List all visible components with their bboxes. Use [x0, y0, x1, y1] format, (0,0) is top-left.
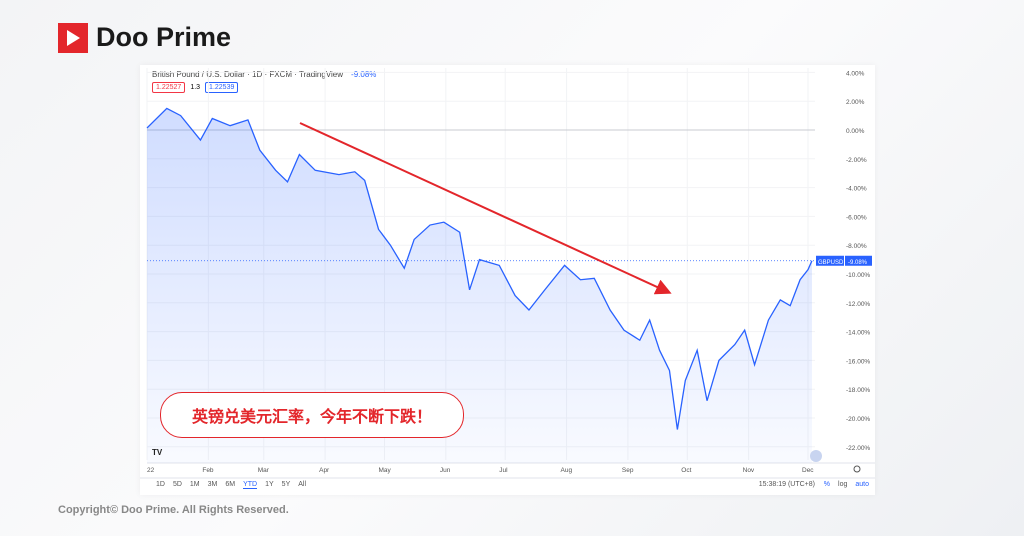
range-ytd[interactable]: YTD [243, 481, 258, 489]
x-tick-label: Aug [561, 467, 573, 474]
x-tick-label: Sep [622, 467, 634, 474]
brand-name: Doo Prime [96, 22, 232, 52]
x-tick-label: May [378, 467, 391, 474]
x-tick-label: Nov [743, 467, 755, 474]
price-row: 1.22527 1.3 1.22539 [152, 82, 239, 93]
settings-icon [853, 465, 861, 473]
us-flag-icon [810, 450, 822, 462]
y-tick-label: 2.00% [846, 99, 865, 106]
range-1m[interactable]: 1M [189, 481, 200, 488]
y-tick-label: -12.00% [846, 301, 870, 308]
bid-price[interactable]: 1.22527 [152, 82, 186, 93]
y-tick-label: -14.00% [846, 330, 870, 337]
copyright: Copyright© Doo Prime. All Rights Reserve… [58, 504, 289, 516]
symbol-label: GBPUSD [818, 260, 844, 266]
range-all[interactable]: All [298, 481, 307, 488]
clock: 15:38:19 (UTC+8) [758, 481, 815, 488]
x-tick-label: Mar [258, 467, 270, 474]
area-fill [147, 108, 812, 464]
range-buttons: 1D 5D 1M 3M 6M YTD 1Y 5Y All [156, 481, 306, 489]
chart-footer: 1D 5D 1M 3M 6M YTD 1Y 5Y All 15:38:19 (UTC+8) % l… [140, 477, 875, 495]
y-tick-label: -10.00% [846, 272, 870, 279]
scale-log[interactable]: log [838, 481, 848, 488]
range-1y[interactable]: 1Y [265, 481, 274, 488]
scale-percent[interactable]: % [823, 481, 831, 488]
range-1d[interactable]: 1D [156, 481, 165, 488]
tradingview-icon: TV [152, 448, 163, 457]
value-tag [845, 255, 872, 266]
x-tick-label: Dec [802, 467, 814, 474]
x-tick-label: Jul [499, 467, 508, 474]
y-tick-label: -16.00% [846, 358, 870, 365]
scale-buttons: % log auto [824, 481, 869, 488]
brand-logo: Doo Prime [58, 22, 231, 53]
range-3m[interactable]: 3M [207, 481, 218, 488]
y-tick-label: -6.00% [846, 214, 867, 221]
symbol-title: British Pound / U.S. Dollar · 1D · FXCM … [152, 70, 344, 79]
x-tick-label: Jun [440, 467, 451, 474]
callout-box: 英镑兑美元汇率，今年不断下跌！ [160, 392, 464, 438]
spread: 1.3 [190, 84, 201, 91]
x-tick-label: Apr [319, 467, 330, 474]
ask-price[interactable]: 1.22539 [205, 82, 239, 93]
y-tick-label: -18.00% [846, 387, 870, 394]
x-tick-label: Oct [681, 467, 691, 474]
x-tick-label: Feb [202, 467, 214, 474]
y-tick-label: -2.00% [846, 157, 867, 164]
y-tick-label: -8.00% [846, 243, 867, 250]
y-tick-label: -4.00% [846, 186, 867, 193]
change-value: -9.08% [351, 70, 377, 79]
y-tick-label: 4.00% [846, 70, 865, 77]
y-tick-label: -20.00% [846, 416, 870, 423]
last-value-label: -9.08% [848, 260, 868, 266]
range-5y[interactable]: 5Y [281, 481, 291, 488]
y-tick-label: -22.00% [846, 445, 870, 452]
range-5d[interactable]: 5D [172, 481, 182, 488]
x-tick-label: 22 [147, 467, 155, 474]
y-tick-label: 0.00% [846, 128, 865, 135]
logo-icon [58, 22, 88, 53]
symbol-tag [816, 255, 844, 266]
range-6m[interactable]: 6M [225, 481, 236, 488]
scale-auto[interactable]: auto [855, 481, 869, 488]
chart-header: British Pound / U.S. Dollar · 1D · FXCM … [152, 70, 376, 79]
trend-arrow [299, 122, 672, 295]
